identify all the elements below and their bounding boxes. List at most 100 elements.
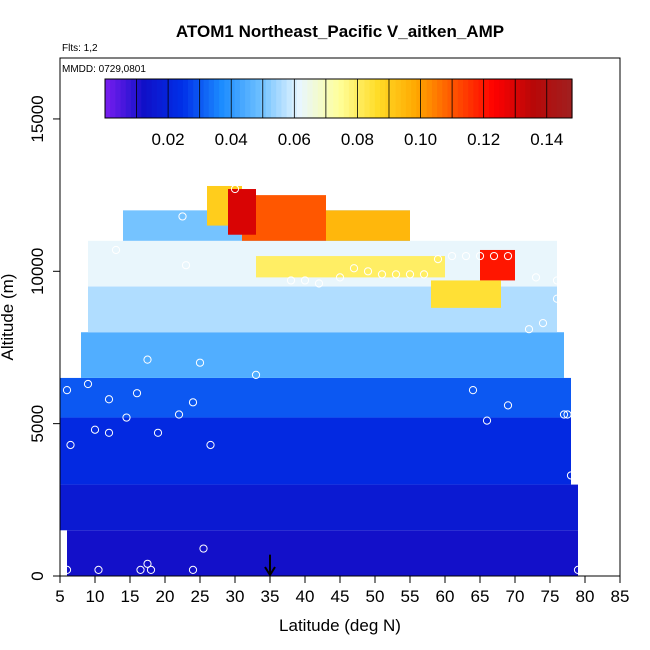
- flight-points: [62, 184, 583, 575]
- date-annotation: MMDD: 0729,0801: [62, 64, 146, 75]
- colorbar-segment: [380, 79, 386, 118]
- flight-point: [335, 273, 345, 282]
- colorbar-segment: [426, 79, 433, 118]
- colorbar-segment: [167, 79, 174, 118]
- flight-point: [489, 251, 499, 261]
- flight-point: [206, 440, 215, 450]
- flights-annotation: Flts: 1,2: [62, 43, 98, 54]
- colorbar-segment: [442, 79, 449, 118]
- colorbar-segment: [172, 79, 179, 118]
- x-tick-label: 75: [541, 587, 560, 606]
- colorbar-segment: [374, 79, 381, 118]
- colorbar-segment: [234, 79, 241, 118]
- flight-point: [538, 318, 548, 328]
- heatmap-highlight: [228, 189, 256, 235]
- colorbar-segment: [312, 79, 319, 118]
- heatmap-region: [60, 417, 571, 485]
- colorbar-segment: [198, 79, 205, 118]
- colorbar-segment: [328, 79, 334, 118]
- colorbar-segment: [203, 79, 210, 118]
- x-tick-label: 5: [55, 587, 64, 606]
- flight-point: [94, 565, 103, 575]
- colorbar-segment: [224, 79, 231, 118]
- heatmap-cells: [60, 185, 578, 576]
- colorbar-segment: [421, 79, 428, 118]
- colorbar-segment: [447, 79, 454, 118]
- flight-point: [111, 245, 121, 255]
- flight-point: [419, 270, 429, 279]
- x-tick-label: 60: [436, 587, 455, 606]
- colorbar-segment: [405, 79, 412, 118]
- colorbar-segment: [120, 79, 127, 118]
- flight-point: [286, 276, 296, 285]
- colorbar-segment: [385, 79, 391, 118]
- colorbar-segment: [561, 79, 568, 118]
- colorbar-tick-label: 0.08: [341, 130, 374, 149]
- flight-point: [174, 410, 184, 419]
- colorbar-segment: [208, 79, 215, 118]
- flight-point: [66, 440, 75, 450]
- flight-point: [62, 565, 72, 575]
- flight-point: [136, 565, 145, 575]
- colorbar-segment: [338, 79, 345, 118]
- colorbar-segment: [245, 79, 251, 118]
- colorbar-segment: [348, 79, 355, 118]
- colorbar-segment: [556, 79, 563, 118]
- colorbar-segment: [281, 79, 288, 118]
- colorbar-segment: [276, 79, 283, 118]
- flight-point: [566, 471, 576, 480]
- colorbar-segment: [390, 79, 397, 118]
- colorbar-tick-label: 0.04: [215, 130, 248, 149]
- flight-point: [195, 358, 205, 367]
- flight-point: [104, 395, 114, 404]
- flight-point: [468, 386, 478, 395]
- heatmap-region: [60, 484, 578, 531]
- colorbar-segment: [151, 79, 158, 118]
- heatmap-highlight: [326, 210, 410, 241]
- colorbar-segment: [130, 79, 137, 118]
- y-tick-label: 0: [28, 571, 47, 580]
- chart-title: ATOM1 Northeast_Pacific V_aitken_AMP: [176, 22, 504, 41]
- flight-point: [181, 261, 191, 270]
- colorbar-segment: [125, 79, 132, 118]
- colorbar-segment: [115, 79, 122, 118]
- colorbar-segment: [182, 79, 189, 118]
- colorbar-segment: [302, 79, 308, 118]
- colorbar-tick-label: 0.12: [467, 130, 500, 149]
- colorbar-segment: [546, 79, 552, 118]
- colorbar-segment: [395, 79, 402, 118]
- colorbar-segment: [431, 79, 438, 118]
- colorbar-segment: [359, 79, 366, 118]
- colorbar-tick-label: 0.10: [404, 130, 437, 149]
- colorbar-segment: [463, 79, 469, 118]
- colorbar-segment: [156, 79, 163, 118]
- flight-point: [251, 370, 261, 379]
- flight-point: [188, 565, 198, 575]
- flight-point: [552, 294, 562, 303]
- x-tick-label: 10: [86, 587, 105, 606]
- colorbar-segment: [488, 79, 495, 118]
- colorbar-segment: [535, 79, 542, 118]
- colorbar-segment: [499, 79, 506, 118]
- y-tick-label: 10000: [28, 248, 47, 295]
- colorbar-segment: [146, 79, 153, 118]
- colorbar-segment: [265, 79, 272, 118]
- y-tick-label: 15000: [28, 95, 47, 142]
- colorbar-segment: [468, 79, 475, 118]
- flight-point: [433, 255, 443, 264]
- x-tick-label: 50: [366, 587, 385, 606]
- y-tick-label: 5000: [28, 405, 47, 443]
- heatmap-region: [81, 332, 564, 378]
- colorbar-segment: [260, 79, 267, 118]
- colorbar-segment: [551, 79, 558, 118]
- heatmap-region: [67, 530, 578, 576]
- flight-point: [111, 230, 121, 239]
- flight-point: [146, 565, 156, 575]
- flight-point: [199, 544, 208, 553]
- y-axis: 0 5000 10000 15000: [28, 95, 60, 581]
- colorbar-segment: [136, 79, 142, 118]
- colorbar-segment: [296, 79, 303, 118]
- colorbar-segment: [416, 79, 423, 118]
- flight-point: [405, 270, 415, 279]
